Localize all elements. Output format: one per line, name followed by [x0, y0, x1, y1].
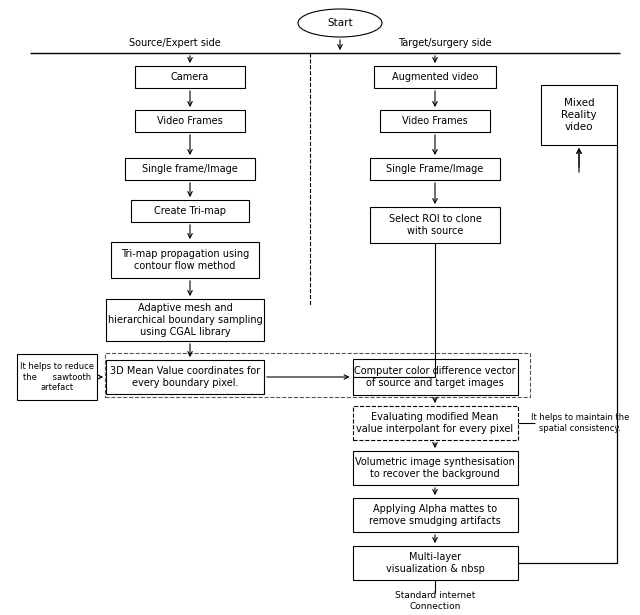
- Bar: [353, 546, 518, 580]
- Bar: [105, 353, 530, 397]
- Text: Video Frames: Video Frames: [157, 116, 223, 126]
- Text: Camera: Camera: [171, 72, 209, 82]
- Bar: [135, 66, 245, 88]
- Bar: [353, 498, 518, 532]
- Text: Applying Alpha mattes to
remove smudging artifacts: Applying Alpha mattes to remove smudging…: [369, 504, 501, 526]
- Text: Create Tri-map: Create Tri-map: [154, 206, 226, 216]
- Text: Adaptive mesh and
hierarchical boundary sampling
using CGAL library: Adaptive mesh and hierarchical boundary …: [108, 303, 262, 336]
- Bar: [353, 406, 518, 440]
- Text: Start: Start: [327, 18, 353, 28]
- Bar: [353, 359, 518, 395]
- Text: It helps to reduce
the      sawtooth
artefact: It helps to reduce the sawtooth artefact: [20, 362, 94, 392]
- Bar: [374, 66, 496, 88]
- Text: Select ROI to clone
with source: Select ROI to clone with source: [388, 214, 481, 236]
- Text: Augmented video: Augmented video: [392, 72, 478, 82]
- Text: Target/surgery side: Target/surgery side: [398, 38, 492, 48]
- Text: Standard internet
Connection: Standard internet Connection: [395, 591, 475, 611]
- Bar: [125, 158, 255, 180]
- Bar: [111, 242, 259, 278]
- Bar: [135, 110, 245, 132]
- Bar: [106, 360, 264, 394]
- Text: Multi-layer
visualization & nbsp: Multi-layer visualization & nbsp: [385, 552, 484, 574]
- Bar: [17, 354, 97, 400]
- Text: Source/Expert side: Source/Expert side: [129, 38, 221, 48]
- Bar: [353, 451, 518, 485]
- Text: Evaluating modified Mean
value interpolant for every pixel: Evaluating modified Mean value interpola…: [356, 412, 513, 434]
- Text: Volumetric image synthesisation
to recover the background: Volumetric image synthesisation to recov…: [355, 457, 515, 479]
- Text: Single Frame/Image: Single Frame/Image: [387, 164, 484, 174]
- Bar: [131, 200, 249, 222]
- Text: Computer color difference vector
of source and target images: Computer color difference vector of sour…: [354, 366, 516, 388]
- Bar: [370, 158, 500, 180]
- Bar: [380, 110, 490, 132]
- Text: 3D Mean Value coordinates for
every boundary pixel.: 3D Mean Value coordinates for every boun…: [110, 366, 260, 388]
- Bar: [541, 85, 617, 145]
- Text: Single frame/Image: Single frame/Image: [142, 164, 238, 174]
- Bar: [370, 207, 500, 243]
- Text: Tri-map propagation using
contour flow method: Tri-map propagation using contour flow m…: [121, 249, 249, 271]
- Bar: [106, 299, 264, 341]
- Text: Video Frames: Video Frames: [402, 116, 468, 126]
- Text: It helps to maintain the
spatial consistency.: It helps to maintain the spatial consist…: [531, 413, 629, 433]
- Ellipse shape: [298, 9, 382, 37]
- Text: Mixed
Reality
video: Mixed Reality video: [561, 98, 597, 132]
